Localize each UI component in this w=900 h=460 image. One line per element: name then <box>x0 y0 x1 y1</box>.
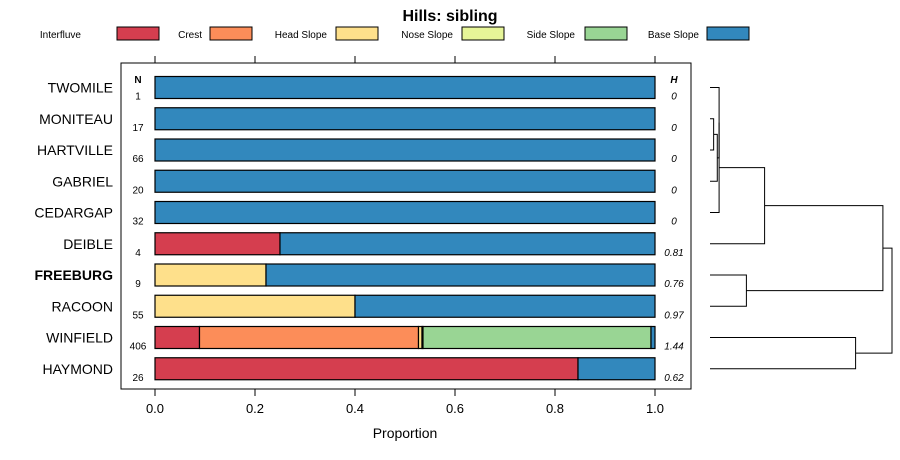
bar-segment <box>154 169 656 193</box>
legend-label: Interfluve <box>40 30 82 41</box>
legend-label: Side Slope <box>527 30 576 41</box>
n-value: 26 <box>132 373 144 384</box>
n-header: N <box>134 75 141 86</box>
h-value: 0.97 <box>664 310 684 321</box>
bar-segment <box>154 294 356 318</box>
h-value: 0.81 <box>664 248 683 259</box>
h-value: 0 <box>671 123 677 134</box>
n-value: 17 <box>132 123 144 134</box>
dendrogram-branch <box>710 167 766 245</box>
legend-swatch <box>209 26 253 41</box>
bar-segment <box>154 263 267 287</box>
dendrogram-branch <box>710 122 720 213</box>
dendrogram <box>710 87 893 370</box>
n-value: 1 <box>135 92 141 103</box>
bar-segment <box>154 232 281 256</box>
dendrogram-branch <box>710 118 715 151</box>
dendrogram-branch <box>710 337 857 370</box>
h-value: 0.62 <box>664 373 684 384</box>
bar-segment <box>577 357 656 381</box>
row-label: HAYMOND <box>42 361 113 377</box>
dendrogram-branch <box>746 205 884 292</box>
h-value: 1.44 <box>664 342 684 353</box>
bar-segment <box>279 232 656 256</box>
legend-label: Base Slope <box>648 30 700 41</box>
h-value: 0.76 <box>664 279 684 290</box>
x-tick-label: 0.6 <box>446 401 464 416</box>
legend-swatch <box>335 26 379 41</box>
bar-segment <box>154 75 656 100</box>
row-label: HARTVILLE <box>37 142 113 158</box>
plot-area: N H TWOMILE 1 0 MONITEAU 17 0 HARTVILLE 66 0 GABRIE… <box>34 56 692 416</box>
bar-segment <box>154 138 656 162</box>
plot-frame <box>120 62 692 390</box>
legend-swatch <box>116 26 160 41</box>
bar-segment <box>154 325 201 350</box>
row-label: FREEBURG <box>34 267 113 283</box>
x-tick-label: 0.0 <box>146 401 164 416</box>
n-value: 55 <box>132 310 144 321</box>
legend-label: Crest <box>178 30 202 41</box>
legend-label: Nose Slope <box>401 30 453 41</box>
n-value: 32 <box>132 217 144 228</box>
legend: Interfluve Crest Head Slope Nose Slope Side … <box>40 26 750 41</box>
x-tick-label: 1.0 <box>646 401 664 416</box>
h-value: 0 <box>671 92 677 103</box>
row-label: RACOON <box>52 298 113 314</box>
row-label: TWOMILE <box>48 80 113 96</box>
x-tick-label: 0.2 <box>246 401 264 416</box>
row-label: DEIBLE <box>63 236 113 252</box>
bar-segment <box>198 325 420 350</box>
n-value: 9 <box>135 279 141 290</box>
bar-segment <box>154 357 579 381</box>
h-value: 0 <box>671 185 677 196</box>
row-label: GABRIEL <box>52 173 113 189</box>
h-value: 0 <box>671 217 677 228</box>
x-axis-label: Proportion <box>373 425 438 441</box>
n-value: 4 <box>135 248 141 259</box>
row-label: WINFIELD <box>46 330 113 346</box>
n-value: 20 <box>132 185 144 196</box>
bar-segment <box>650 325 656 350</box>
bar-segment <box>265 263 656 287</box>
x-tick-label: 0.4 <box>346 401 364 416</box>
legend-swatch <box>584 26 628 41</box>
dendrogram-branch <box>855 247 893 354</box>
row-label: CEDARGAP <box>34 205 113 221</box>
legend-label: Head Slope <box>275 30 328 41</box>
h-value: 0 <box>671 154 677 165</box>
legend-swatch <box>461 26 505 41</box>
x-tick-label: 0.8 <box>546 401 564 416</box>
n-value: 66 <box>132 154 144 165</box>
dendrogram-branch <box>710 274 747 307</box>
bar-segment <box>354 294 656 318</box>
n-value: 406 <box>130 342 147 353</box>
bar-segment <box>154 200 656 225</box>
row-label: MONITEAU <box>39 111 113 127</box>
chart-title: Hills: sibling <box>402 8 497 25</box>
legend-swatch <box>706 26 750 41</box>
h-header: H <box>670 75 678 86</box>
bar-segment <box>154 107 656 131</box>
bar-segment <box>422 325 652 350</box>
